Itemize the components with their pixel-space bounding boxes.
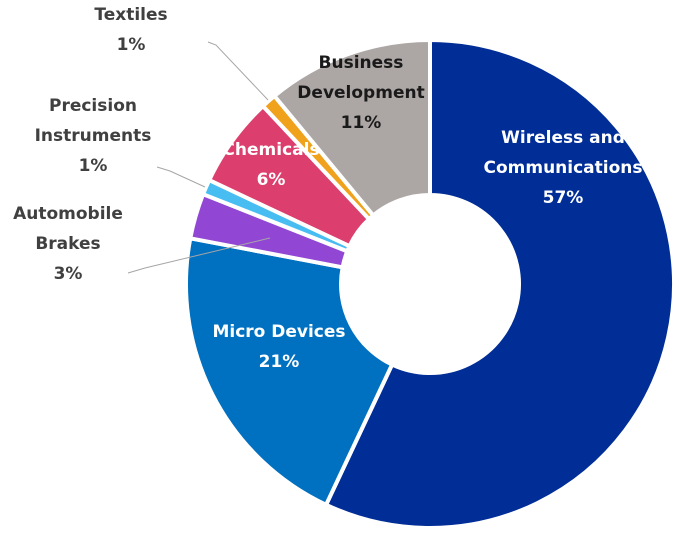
leader-line-automobile-brakes [127, 237, 271, 274]
leader-lines [127, 41, 271, 274]
slice-name-line: Chemicals [222, 140, 319, 160]
slice-percent: 1% [117, 35, 146, 55]
slice-percent: 1% [79, 156, 108, 176]
slice-micro-devices [184, 236, 395, 507]
slice-percent: 6% [257, 170, 286, 190]
slice-percent: 21% [259, 352, 300, 372]
slice-name-line: Wireless and [501, 128, 625, 148]
slice-name-line: Instruments [35, 126, 152, 146]
data-label-wireless-and-communications: Wireless and Communications 57% [483, 128, 642, 208]
leader-line-textiles [207, 41, 269, 101]
data-label-business-development: Business Development 11% [297, 53, 424, 133]
data-label-textiles: Textiles 1% [94, 5, 167, 55]
slice-percent: 3% [54, 264, 83, 284]
slice-name-line: Automobile [13, 204, 123, 224]
data-label-precision-instruments: Precision Instruments 1% [35, 96, 152, 176]
slice-labels: Wireless and Communications 57% Micro Devic… [13, 5, 642, 372]
data-label-micro-devices: Micro Devices 21% [212, 322, 345, 372]
slice-name-line: Development [297, 83, 424, 103]
donut-slices [184, 38, 676, 530]
slice-wireless-and-communications [324, 38, 676, 530]
data-label-chemicals: Chemicals 6% [222, 140, 319, 190]
slice-name-line: Textiles [94, 5, 167, 25]
slice-name-line: Business [319, 53, 404, 73]
data-label-automobile-brakes: Automobile Brakes 3% [13, 204, 123, 284]
slice-business-development [272, 38, 432, 218]
slice-percent: 11% [341, 113, 382, 133]
slice-name-line: Precision [49, 96, 137, 116]
leader-line-precision-instruments [156, 166, 206, 188]
slice-percent: 57% [543, 188, 584, 208]
slice-name-line: Micro Devices [212, 322, 345, 342]
slice-name-line: Communications [483, 158, 642, 178]
slice-name-line: Brakes [35, 234, 100, 254]
